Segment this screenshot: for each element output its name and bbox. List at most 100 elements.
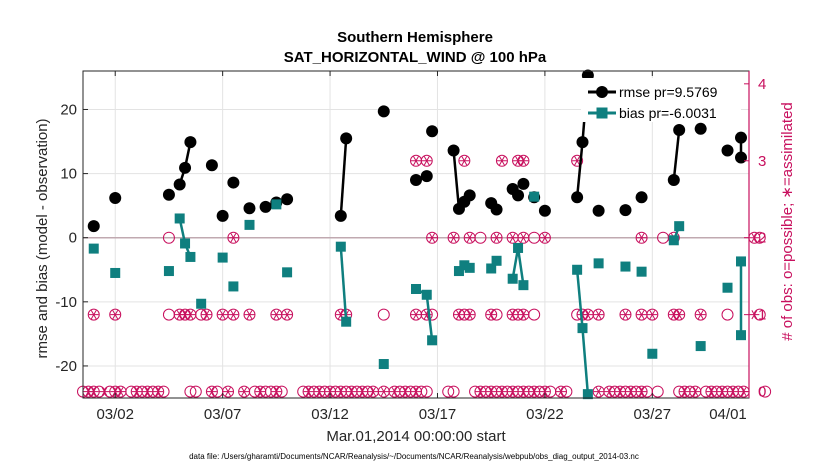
obs-assimilated-marker (201, 310, 212, 320)
rmse-point (592, 204, 605, 217)
obs-assimilated-marker (153, 387, 164, 397)
obs-assimilated-marker (131, 387, 142, 397)
bias-point (453, 266, 464, 277)
obs-possible-marker (205, 385, 218, 398)
obs-possible-marker (184, 385, 197, 398)
obs-assimilated-marker (486, 310, 497, 320)
obs-possible-marker (474, 231, 487, 244)
obs-possible-marker (759, 385, 772, 398)
bias-point (196, 298, 207, 309)
obs-assimilated-marker (620, 310, 631, 320)
obs-possible-marker (528, 308, 541, 321)
y2-tick-label: 1 (758, 307, 766, 324)
obs-assimilated-marker (88, 310, 99, 320)
obs-assimilated-marker (389, 387, 400, 397)
obs-possible-marker (485, 308, 498, 321)
obs-possible-marker (635, 231, 648, 244)
obs-possible-marker (200, 308, 213, 321)
rmse-point (571, 191, 584, 204)
legend-box (581, 78, 741, 122)
bias-point (411, 284, 421, 294)
obs-assimilated-marker (593, 310, 604, 320)
obs-assimilated-marker (507, 310, 518, 320)
obs-assimilated-marker (475, 387, 486, 397)
obs-count-markers (77, 154, 772, 398)
obs-possible-marker (458, 154, 471, 167)
bias-point (174, 213, 185, 224)
obs-assimilated-marker (459, 156, 470, 166)
obs-possible-marker (538, 231, 551, 244)
obs-possible-marker (447, 385, 460, 398)
chart-subtitle: SAT_HORIZONTAL_WIND @ 100 hPa (284, 49, 547, 66)
obs-assimilated-marker (244, 310, 255, 320)
bias-point (636, 266, 647, 277)
bias-point (271, 199, 282, 210)
obs-assimilated-marker (518, 387, 529, 397)
obs-assimilated-marker (507, 233, 518, 243)
obs-assimilated-marker (615, 387, 626, 397)
obs-assimilated-marker (518, 310, 529, 320)
obs-assimilated-marker (411, 156, 421, 166)
obs-possible-marker (189, 385, 202, 398)
rmse-point (87, 220, 100, 233)
y-tick-label: 20 (60, 101, 77, 118)
obs-assimilated-marker (539, 233, 550, 243)
obs-possible-marker (721, 308, 734, 321)
obs-assimilated-marker (496, 156, 507, 166)
rmse-point (184, 136, 197, 149)
obs-assimilated-marker (142, 387, 153, 397)
obs-assimilated-marker (636, 310, 647, 320)
bias-point (464, 262, 475, 273)
obs-possible-marker (162, 308, 175, 321)
bias-point (244, 219, 255, 230)
obs-assimilated-marker (491, 233, 502, 243)
legend-label-bias: bias pr=-6.0031 (619, 105, 717, 121)
rmse-point (576, 136, 589, 149)
obs-possible-marker (162, 231, 175, 244)
rmse-point (334, 209, 347, 222)
rmse-point (420, 170, 433, 183)
obs-assimilated-marker (679, 387, 690, 397)
bias-point (513, 242, 524, 253)
x-tick-label: 04/01 (709, 406, 747, 423)
bias-point (217, 252, 228, 263)
bias-point (582, 389, 593, 400)
x-tick-label: 03/02 (96, 406, 134, 423)
rmse-point (426, 125, 439, 138)
obs-assimilated-marker (185, 310, 196, 320)
rmse-point (512, 189, 525, 202)
bias-point (421, 289, 432, 300)
obs-assimilated-marker (421, 156, 432, 166)
x-tick-label: 03/27 (634, 406, 672, 423)
x-tick-label: 03/17 (419, 406, 457, 423)
obs-possible-marker (555, 385, 568, 398)
rmse-point (340, 132, 353, 145)
obs-possible-marker (377, 308, 390, 321)
rmse-series-line (672, 129, 681, 181)
y-axis-label: rmse and bias (model - observation) (34, 118, 51, 358)
rmse-point (377, 105, 390, 118)
obs-assimilated-marker (427, 233, 438, 243)
bias-point (577, 323, 588, 334)
obs-possible-marker (270, 385, 283, 398)
obs-assimilated-marker (636, 233, 647, 243)
rmse-series-line (452, 150, 461, 209)
rmse-point (447, 144, 460, 157)
obs-assimilated-marker (749, 233, 760, 243)
y2-tick-label: 3 (758, 153, 766, 170)
obs-possible-marker (442, 385, 455, 398)
obs-assimilated-marker (206, 387, 217, 397)
obs-assimilated-marker (486, 387, 497, 397)
chart-titles: Southern Hemisphere SAT_HORIZONTAL_WIND … (284, 29, 547, 66)
bias-point (88, 243, 99, 254)
obs-assimilated-marker (749, 310, 760, 320)
rmse-point (410, 174, 422, 186)
obs-possible-marker (420, 385, 433, 398)
obs-assimilated-marker (411, 387, 421, 397)
obs-assimilated-marker (464, 233, 475, 243)
obs-possible-marker (463, 308, 476, 321)
bias-point (459, 260, 470, 271)
x-tick-label: 03/12 (311, 406, 349, 423)
obs-assimilated-marker (303, 387, 314, 397)
x-axis-label: Mar.01,2014 00:00:00 start (326, 428, 506, 445)
